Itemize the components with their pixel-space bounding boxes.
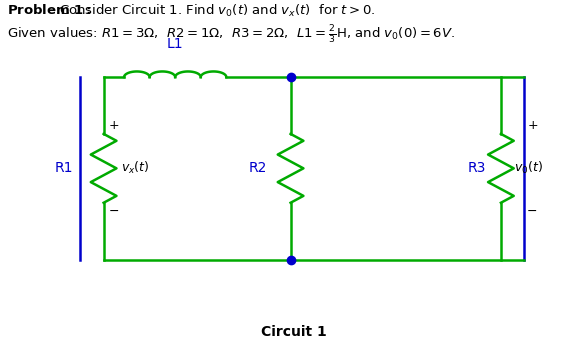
Text: Circuit 1: Circuit 1 (261, 325, 326, 339)
Text: Given values: $R1 = 3\Omega$,  $R2 = 1\Omega$,  $R3 = 2\Omega$,  $L1 = \frac{2}{: Given values: $R1 = 3\Omega$, $R2 = 1\Om… (7, 24, 456, 46)
Text: Consider Circuit 1. Find $v_0(t)$ and $v_x(t)$  for $t > 0$.: Consider Circuit 1. Find $v_0(t)$ and $v… (59, 3, 375, 19)
Text: $v_0(t)$: $v_0(t)$ (514, 160, 542, 176)
Text: −: − (527, 205, 538, 218)
Text: L1: L1 (167, 37, 184, 51)
Text: $\mathbf{Problem\ 1:}$: $\mathbf{Problem\ 1:}$ (7, 3, 92, 17)
Text: R1: R1 (55, 161, 73, 175)
Text: +: + (527, 119, 538, 132)
Text: −: − (109, 205, 119, 218)
Text: R3: R3 (468, 161, 486, 175)
Text: +: + (109, 119, 120, 132)
Text: R2: R2 (249, 161, 267, 175)
Text: $v_x(t)$: $v_x(t)$ (121, 160, 150, 176)
